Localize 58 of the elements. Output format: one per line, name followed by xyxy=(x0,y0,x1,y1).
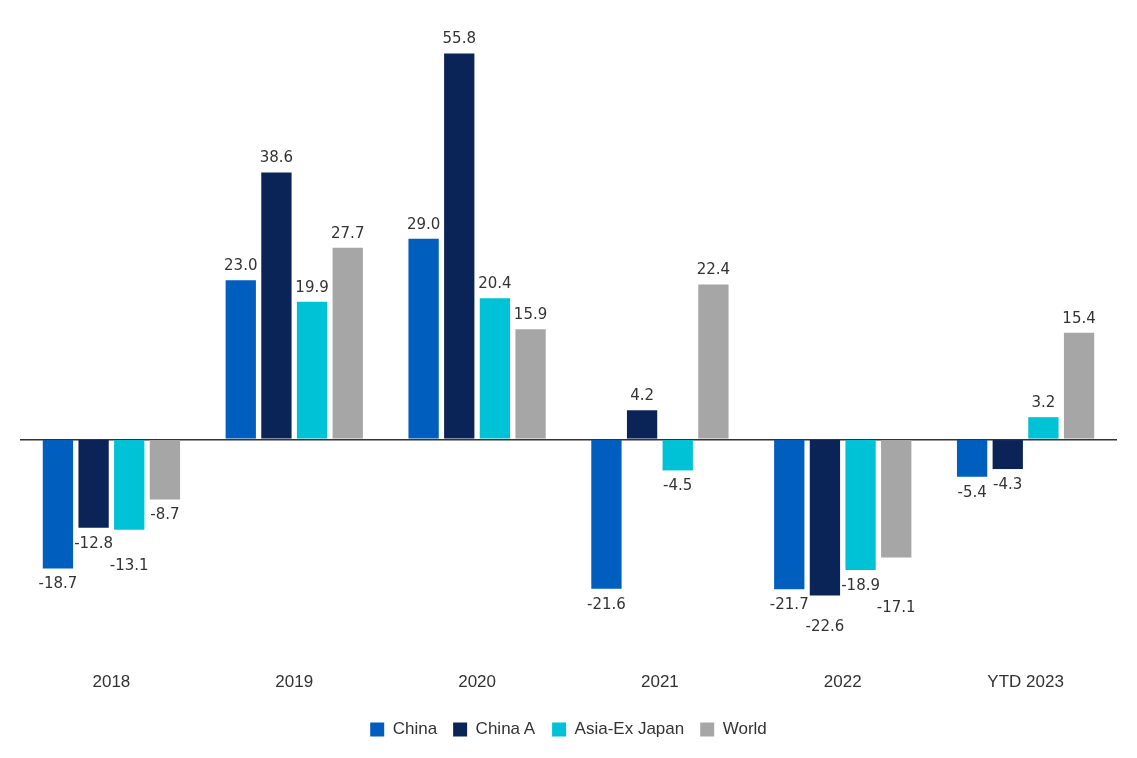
data-label: -18.9 xyxy=(841,575,880,594)
data-label: -22.6 xyxy=(805,617,845,636)
x-tick-label: 2019 xyxy=(275,672,314,692)
x-tick-label: YTD 2023 xyxy=(987,672,1064,692)
data-label: -17.1 xyxy=(876,597,916,616)
bar xyxy=(1063,332,1095,439)
data-label: -8.7 xyxy=(150,505,180,524)
legend-label: China A xyxy=(475,719,536,739)
data-label: 3.2 xyxy=(1031,393,1056,412)
x-tick-label: 2018 xyxy=(92,672,131,692)
bar xyxy=(774,440,805,590)
data-label: -4.3 xyxy=(993,474,1023,493)
data-label: 38.6 xyxy=(259,148,294,167)
data-label: -5.4 xyxy=(957,482,987,501)
bar xyxy=(225,280,256,439)
bar xyxy=(42,440,74,569)
legend-label: World xyxy=(722,719,767,739)
data-label: 29.0 xyxy=(406,214,441,233)
data-label: 23.0 xyxy=(224,256,258,275)
data-label: 15.4 xyxy=(1062,308,1096,327)
bar xyxy=(149,440,181,500)
bar xyxy=(114,440,145,530)
bar xyxy=(515,329,546,439)
data-label: 55.8 xyxy=(442,29,476,48)
bar xyxy=(881,440,912,558)
bar xyxy=(698,284,729,439)
bar xyxy=(626,410,658,439)
data-label: 22.4 xyxy=(696,260,731,279)
data-label: -21.7 xyxy=(769,595,809,614)
data-label: 19.9 xyxy=(295,277,329,296)
legend-label: Asia-Ex Japan xyxy=(574,719,685,739)
data-label: -12.8 xyxy=(74,533,113,552)
data-label: 4.2 xyxy=(630,386,655,405)
bar xyxy=(809,440,841,596)
x-tick-label: 2021 xyxy=(641,672,679,692)
bar xyxy=(992,440,1023,470)
x-tick-label: 2022 xyxy=(823,672,862,692)
bar xyxy=(662,440,693,471)
data-label: -4.5 xyxy=(663,476,693,495)
bar xyxy=(845,440,876,570)
bar xyxy=(261,172,292,439)
bar xyxy=(78,440,109,528)
bar xyxy=(956,440,988,477)
data-label: 15.9 xyxy=(513,305,548,324)
data-label: -18.7 xyxy=(38,574,78,593)
bar xyxy=(444,53,475,439)
bar xyxy=(296,301,328,439)
bar xyxy=(1028,417,1059,439)
bar xyxy=(591,440,622,589)
bar xyxy=(479,298,511,439)
bar xyxy=(332,247,363,439)
data-label: -21.6 xyxy=(587,594,626,613)
data-label: -13.1 xyxy=(109,555,149,574)
legend-label: China xyxy=(392,719,438,739)
data-label: 20.4 xyxy=(478,274,512,293)
x-tick-label: 2020 xyxy=(458,672,496,692)
data-label: 27.7 xyxy=(331,223,365,242)
bar xyxy=(408,238,439,439)
